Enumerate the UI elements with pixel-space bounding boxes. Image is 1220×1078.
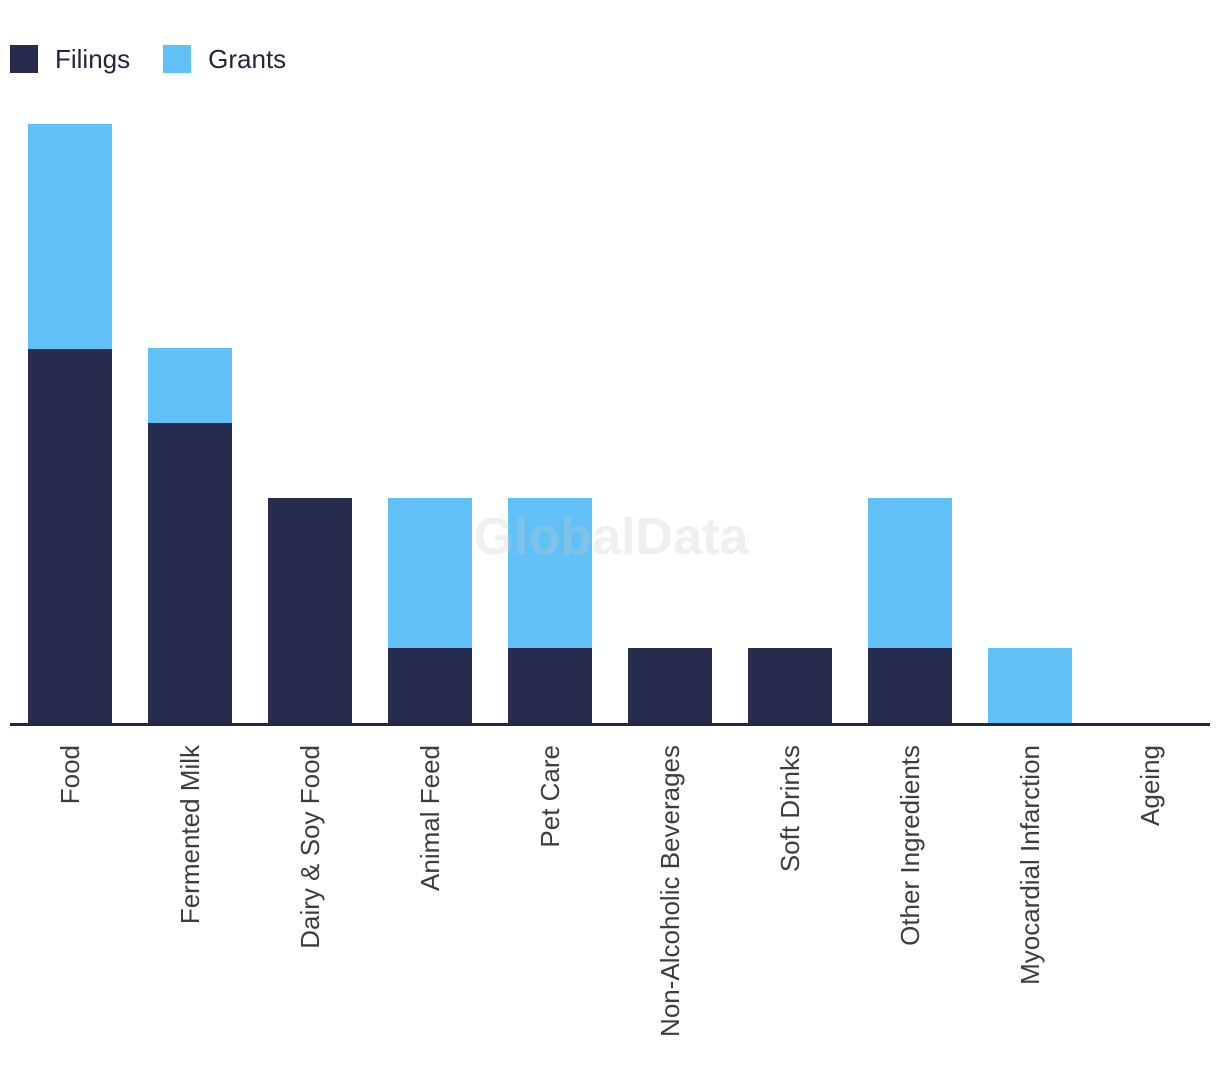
- bar-myocardial-infarction: [988, 648, 1072, 723]
- x-tick-label: Ageing: [1134, 745, 1165, 826]
- bar-other-ingredients: [868, 498, 952, 723]
- x-tick-label: Myocardial Infarction: [1014, 745, 1045, 985]
- bar-segment-filings[interactable]: [28, 349, 112, 723]
- plot-area: [10, 124, 1210, 723]
- bar-slot: [970, 124, 1090, 723]
- bar-segment-filings[interactable]: [388, 648, 472, 723]
- x-axis-line: [10, 723, 1210, 726]
- x-tick-label: Animal Feed: [414, 745, 445, 891]
- bar-fermented-milk: [148, 348, 232, 723]
- x-tick-label: Non-Alcoholic Beverages: [654, 745, 685, 1037]
- legend-swatch: [163, 45, 192, 73]
- bar-food: [28, 124, 112, 723]
- x-label-slot: Non-Alcoholic Beverages: [610, 745, 730, 1037]
- bar-slot: [1090, 124, 1210, 723]
- x-tick-label: Pet Care: [534, 745, 565, 848]
- bar-segment-filings[interactable]: [508, 648, 592, 723]
- bar-slot: [490, 124, 610, 723]
- x-tick-label: Other Ingredients: [894, 745, 925, 946]
- bar-segment-grants[interactable]: [988, 648, 1072, 723]
- bar-segment-filings[interactable]: [268, 498, 352, 723]
- bar-slot: [370, 124, 490, 723]
- bar-dairy-soy-food: [268, 498, 352, 723]
- x-label-slot: Soft Drinks: [730, 745, 850, 872]
- x-tick-label: Food: [54, 745, 85, 805]
- bar-slot: [730, 124, 850, 723]
- bar-segment-filings[interactable]: [628, 648, 712, 723]
- x-tick-label: Soft Drinks: [774, 745, 805, 873]
- bar-animal-feed: [388, 498, 472, 723]
- x-tick-label: Dairy & Soy Food: [294, 745, 325, 949]
- x-label-slot: Animal Feed: [370, 745, 490, 891]
- bar-slot: [10, 124, 130, 723]
- legend-label-filings: Filings: [55, 44, 131, 74]
- bar-segment-filings[interactable]: [148, 423, 232, 723]
- x-tick-label: Fermented Milk: [174, 745, 205, 925]
- bar-segment-grants[interactable]: [508, 498, 592, 648]
- bar-slot: [250, 124, 370, 723]
- legend-swatch: [10, 45, 38, 73]
- bar-segment-grants[interactable]: [868, 498, 952, 648]
- bar-slot: [610, 124, 730, 723]
- x-label-slot: Food: [10, 745, 130, 804]
- bar-non-alcoholic-beverages: [628, 648, 712, 723]
- bar-segment-filings[interactable]: [868, 648, 952, 723]
- x-label-slot: Other Ingredients: [850, 745, 970, 946]
- legend-item-grants[interactable]: Grants: [163, 45, 286, 73]
- bar-segment-grants[interactable]: [148, 348, 232, 423]
- bar-segment-grants[interactable]: [388, 498, 472, 648]
- bar-pet-care: [508, 498, 592, 723]
- legend-label-grants: Grants: [208, 44, 287, 74]
- x-axis-labels: Food Fermented Milk Dairy & Soy Food Animal…: [10, 745, 1210, 1037]
- x-label-slot: Pet Care: [490, 745, 610, 848]
- bar-soft-drinks: [748, 648, 832, 723]
- legend-item-filings[interactable]: Filings: [10, 45, 130, 73]
- x-label-slot: Ageing: [1090, 745, 1210, 826]
- bar-segment-filings[interactable]: [748, 648, 832, 723]
- bar-slot: [850, 124, 970, 723]
- x-label-slot: Dairy & Soy Food: [250, 745, 370, 949]
- bar-segment-grants[interactable]: [28, 124, 112, 349]
- x-label-slot: Myocardial Infarction: [970, 745, 1090, 985]
- x-label-slot: Fermented Milk: [130, 745, 250, 924]
- legend: Filings Grants: [10, 45, 286, 73]
- bar-slot: [130, 124, 250, 723]
